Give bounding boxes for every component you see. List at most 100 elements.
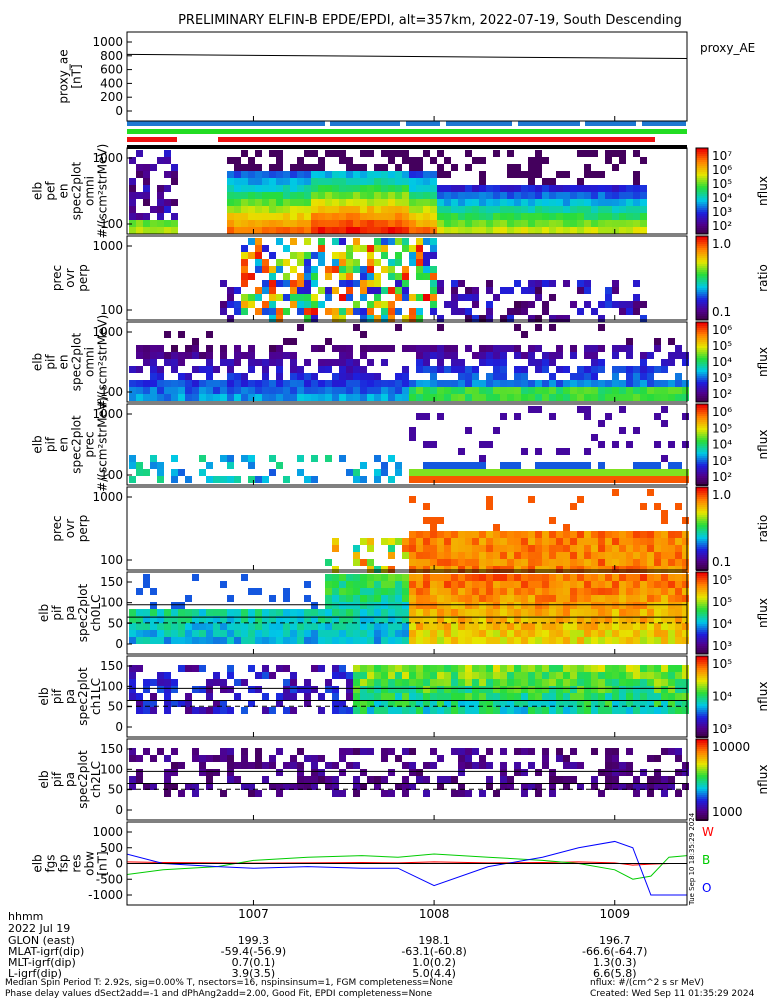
spectrogram-cell [346,672,353,679]
spectrogram-cell [241,616,248,623]
colorbar-band [696,590,708,592]
spectrogram-cell [374,679,381,686]
spectrogram-cell [318,259,325,266]
spectrogram-cell [500,538,507,545]
spectrogram-cell [213,630,220,637]
spectrogram-cell [234,359,241,366]
ytick-label: 1000 [92,35,123,49]
status-bar-blue-segment [406,121,440,126]
spectrogram-cell [283,213,290,220]
spectrogram-cell [339,609,346,616]
spectrogram-cell [619,387,626,394]
colorbar-band [696,458,708,460]
spectrogram-cell [584,150,591,157]
ytick-label: 100 [100,468,123,482]
spectrogram-cell [647,776,654,783]
spectrogram-cell [549,206,556,213]
spectrogram-cell [276,238,283,245]
spectrogram-cell [584,227,591,234]
colorbar-band [696,710,708,712]
spectrogram-cell [360,574,367,581]
spectrogram-cell [640,545,647,552]
colorbar-band [696,567,708,569]
colorbar-band [696,720,708,722]
spectrogram-cell [234,308,241,315]
spectrogram-cell [318,623,325,630]
ytick-label: 50 [108,700,123,714]
spectrogram-cell [325,394,332,401]
spectrogram-cell [255,206,262,213]
spectrogram-cell [598,559,605,566]
spectrogram-cell [563,762,570,769]
spectrogram-cell [556,574,563,581]
spectrogram-cell [479,394,486,401]
spectrogram-cell [311,294,318,301]
spectrogram-cell [171,686,178,693]
colorbar-band [696,688,708,690]
spectrogram-cell [612,588,619,595]
colorbar-band [696,785,708,787]
spectrogram-cell [521,665,528,672]
spectrogram-cell [549,686,556,693]
spectrogram-cell [339,252,346,259]
spectrogram-cell [297,783,304,790]
spectrogram-cell [423,538,430,545]
spectrogram-cell [234,199,241,206]
spectrogram-cell [255,220,262,227]
spectrogram-cell [528,157,535,164]
colorbar-band [696,702,708,704]
spectrogram-cell [633,366,640,373]
spectrogram-cell [458,762,465,769]
spectrogram-cell [528,559,535,566]
colorbar-band [696,767,708,769]
spectrogram-cell [150,352,157,359]
spectrogram-cell [311,686,318,693]
spectrogram-cell [451,359,458,366]
spectrogram-cell [325,762,332,769]
spectrogram-cell [171,178,178,185]
spectrogram-cell [171,359,178,366]
spectrogram-cell [402,672,409,679]
spectrogram-cell [227,206,234,213]
spectrogram-cell [416,616,423,623]
spectrogram-cell [612,545,619,552]
spectrogram-cell [542,206,549,213]
spectrogram-cell [423,707,430,714]
spectrogram-cell [192,616,199,623]
spectrogram-cell [668,441,675,448]
spectrogram-cell [535,769,542,776]
spectrogram-cell [430,280,437,287]
colorbar-tick: 10⁶ [712,163,732,177]
spectrogram-cell [479,545,486,552]
spectrogram-cell [423,693,430,700]
spectrogram-cell [276,693,283,700]
spectrogram-cell [346,707,353,714]
spectrogram-cell [640,679,647,686]
spectrogram-cell [479,199,486,206]
spectrogram-cell [584,476,591,483]
colorbar-band [696,436,708,438]
spectrogram-cell [402,266,409,273]
spectrogram-cell [598,637,605,644]
spectrogram-cell [374,595,381,602]
spectrogram-cell [472,352,479,359]
spectrogram-cell [150,220,157,227]
spectrogram-cell [374,345,381,352]
spectrogram-cell [199,707,206,714]
spectrogram-cell [269,301,276,308]
spectrogram-cell [367,301,374,308]
spectrogram-cell [381,637,388,644]
spectrogram-cell [479,315,486,322]
spectrogram-cell [409,545,416,552]
spectrogram-cell [220,394,227,401]
spectrogram-cell [409,157,416,164]
colorbar-band [696,232,708,234]
spectrogram-cell [549,199,556,206]
spectrogram-cell [465,623,472,630]
spectrogram-cell [248,227,255,234]
spectrogram-cell [304,164,311,171]
spectrogram-cell [605,552,612,559]
colorbar-band [696,390,708,392]
spectrogram-cell [220,609,227,616]
spectrogram-cell [661,588,668,595]
